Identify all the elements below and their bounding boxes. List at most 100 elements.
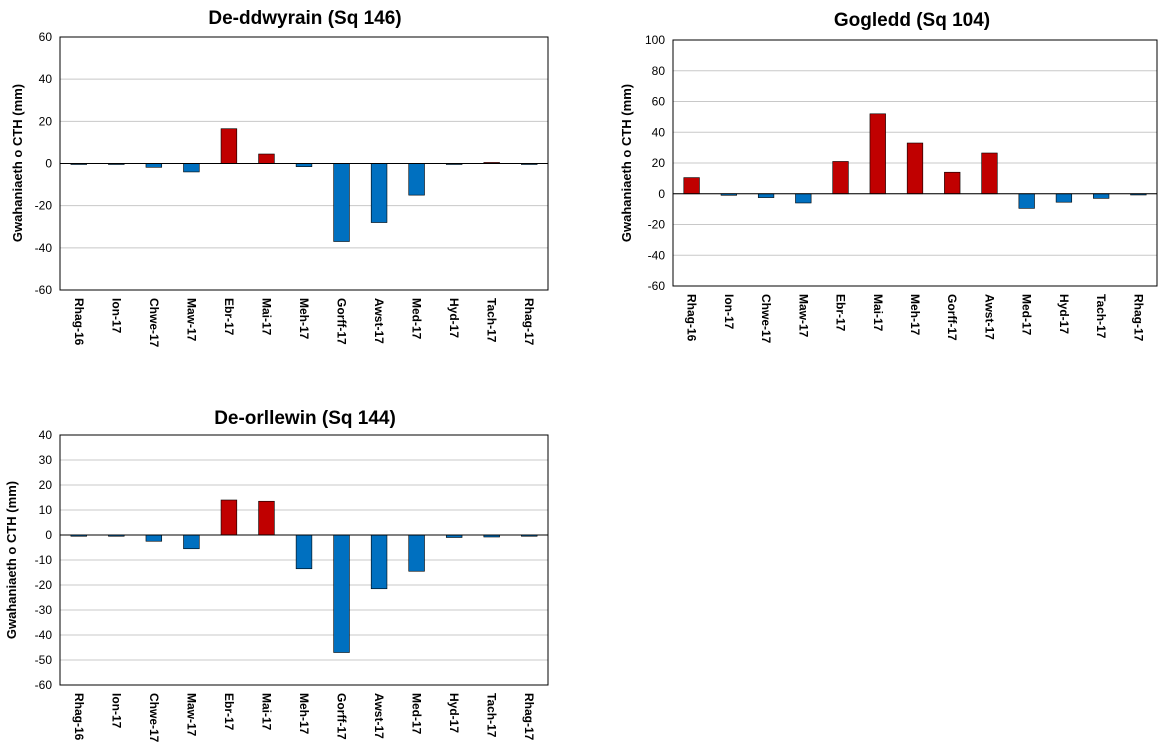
bar-awst-17 <box>370 163 388 223</box>
chart-south-east: De-ddwyrain (Sq 146) Gwahaniaeth o CTH (… <box>10 8 549 348</box>
bar-gorff-17 <box>944 171 961 195</box>
y-tick-label: -60 <box>35 283 53 297</box>
x-tick-label: Awst-17 <box>982 294 996 340</box>
x-tick-label: Med-17 <box>410 298 424 340</box>
y-tick-label: 30 <box>39 453 53 467</box>
x-tick-label: Hyd-17 <box>447 693 461 733</box>
x-tick-label: Med-17 <box>410 693 424 735</box>
bar-mai-17 <box>258 500 275 536</box>
y-axis-label: Gwahaniaeth o CTH (mm) <box>619 84 634 242</box>
bar-chwe-17 <box>757 193 775 198</box>
chart-south-west: De-orllewin (Sq 144) Gwahaniaeth o CTH (… <box>4 408 549 743</box>
x-tick-label: Rhag-16 <box>685 294 699 342</box>
y-tick-label: -10 <box>35 553 53 567</box>
x-tick-label: Rhag-16 <box>72 298 86 346</box>
bar-med-17 <box>408 163 425 196</box>
x-tick-label: Gorff-17 <box>945 294 959 341</box>
x-tick-label: Ion-17 <box>722 294 736 330</box>
y-tick-label: -20 <box>648 218 666 232</box>
y-tick-label: -60 <box>648 279 666 293</box>
x-tick-label: Ebr-17 <box>222 298 236 336</box>
chart-north: Gogledd (Sq 104) Gwahaniaeth o CTH (mm) … <box>619 10 1158 344</box>
x-tick-label: Meh-17 <box>297 298 311 340</box>
chart-title: De-ddwyrain (Sq 146) <box>208 8 401 29</box>
bar-maw-17 <box>795 193 812 204</box>
chart-title: Gogledd (Sq 104) <box>834 10 990 31</box>
y-tick-label: 0 <box>658 187 665 201</box>
x-tick-label: Gorff-17 <box>335 298 349 345</box>
x-tick-label: Ion-17 <box>109 693 123 729</box>
bar-ebr-17 <box>832 161 849 195</box>
y-tick-label: 20 <box>39 478 53 492</box>
y-tick-label: 20 <box>652 156 666 170</box>
bar-gorff-17 <box>333 534 350 653</box>
bar-tach-17 <box>1093 193 1110 199</box>
x-tick-label: Ebr-17 <box>222 693 236 731</box>
y-tick-label: 20 <box>39 114 53 128</box>
x-tick-label: Meh-17 <box>297 693 311 735</box>
y-tick-label: 100 <box>645 33 665 47</box>
x-tick-label: Mai-17 <box>259 298 273 336</box>
bar-chwe-17 <box>145 534 163 542</box>
y-tick-label: 0 <box>45 157 52 171</box>
bar-chwe-17 <box>145 163 163 168</box>
bar-rhag-16 <box>683 177 700 195</box>
x-tick-label: Maw-17 <box>184 693 198 737</box>
y-tick-label: 10 <box>39 503 53 517</box>
x-tick-label: Tach-17 <box>485 693 499 738</box>
bar-awst-17 <box>370 534 388 590</box>
x-tick-label: Tach-17 <box>485 298 499 343</box>
y-tick-label: 40 <box>39 428 53 442</box>
x-tick-label: Gorff-17 <box>335 693 349 740</box>
y-tick-label: -40 <box>35 628 53 642</box>
x-tick-label: Tach-17 <box>1094 294 1108 339</box>
y-tick-label: 60 <box>652 95 666 109</box>
bar-mai-17 <box>869 113 886 195</box>
y-tick-label: 40 <box>39 72 53 86</box>
x-tick-label: Meh-17 <box>908 294 922 336</box>
bar-ebr-17 <box>220 499 238 536</box>
x-tick-label: Awst-17 <box>372 298 386 344</box>
x-tick-label: Chwe-17 <box>147 693 161 743</box>
x-tick-label: Rhag-16 <box>72 693 86 741</box>
y-tick-label: -60 <box>35 678 53 692</box>
y-tick-label: 40 <box>652 125 666 139</box>
x-tick-label: Hyd-17 <box>447 298 461 338</box>
x-tick-label: Chwe-17 <box>147 298 161 348</box>
bar-gorff-17 <box>333 163 350 242</box>
y-tick-label: 0 <box>45 528 52 542</box>
y-tick-label: -20 <box>35 199 53 213</box>
bar-awst-17 <box>981 152 998 195</box>
y-tick-label: -40 <box>35 241 53 255</box>
bar-mai-17 <box>258 153 275 164</box>
x-tick-label: Med-17 <box>1020 294 1034 336</box>
y-tick-label: -20 <box>35 578 53 592</box>
bar-med-17 <box>1018 193 1035 209</box>
bar-hyd-17 <box>1055 193 1073 203</box>
x-tick-label: Awst-17 <box>372 693 386 739</box>
bar-med-17 <box>408 534 425 572</box>
bar-meh-17 <box>906 142 924 195</box>
y-axis-label: Gwahaniaeth o CTH (mm) <box>10 84 25 242</box>
x-tick-label: Rhag-17 <box>522 298 536 346</box>
y-tick-label: -40 <box>648 248 666 262</box>
bar-maw-17 <box>183 534 200 550</box>
plot-area <box>59 434 549 686</box>
x-tick-label: Maw-17 <box>796 294 810 338</box>
x-tick-label: Ion-17 <box>109 298 123 334</box>
x-tick-label: Mai-17 <box>259 693 273 731</box>
bar-maw-17 <box>183 163 200 173</box>
y-tick-label: -50 <box>35 653 53 667</box>
x-tick-label: Mai-17 <box>871 294 885 332</box>
x-tick-label: Maw-17 <box>184 298 198 342</box>
plot-area <box>672 39 1158 287</box>
x-tick-label: Rhag-17 <box>1131 294 1145 342</box>
bar-meh-17 <box>295 534 313 570</box>
y-axis-label: Gwahaniaeth o CTH (mm) <box>4 481 19 639</box>
y-tick-label: 60 <box>39 30 53 44</box>
x-tick-label: Chwe-17 <box>759 294 773 344</box>
x-tick-label: Rhag-17 <box>522 693 536 741</box>
bar-ebr-17 <box>220 128 238 164</box>
x-tick-label: Ebr-17 <box>834 294 848 332</box>
